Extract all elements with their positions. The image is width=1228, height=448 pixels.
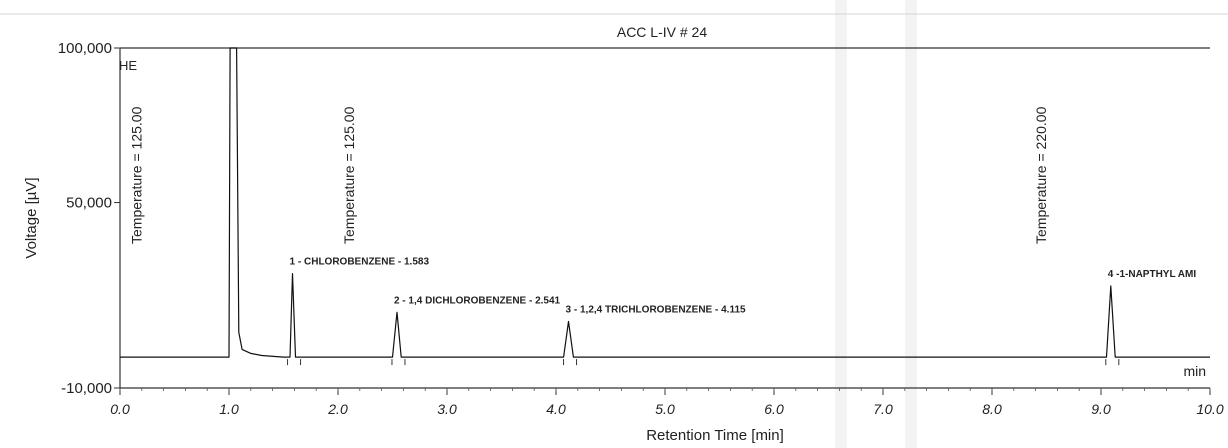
- x-tick-label: 6.0: [764, 401, 784, 417]
- x-tick-label: 9.0: [1091, 401, 1111, 417]
- x-tick-label: 10.0: [1196, 401, 1223, 417]
- x-tick-label: 7.0: [873, 401, 893, 417]
- x-tick-label: 3.0: [437, 401, 457, 417]
- y-tick-label: 50,000: [66, 195, 112, 212]
- peak-label: 1 - CHLOROBENZENE - 1.583: [290, 257, 430, 268]
- scan-band: [835, 0, 847, 448]
- x-tick-label: 2.0: [327, 401, 348, 417]
- x-axis-title: Retention Time [min]: [646, 427, 784, 444]
- corner-label: HE: [119, 58, 137, 73]
- x-tick-label: 4.0: [546, 401, 566, 417]
- chart-title: ACC L-IV # 24: [617, 24, 707, 40]
- temperature-annotation: Temperature = 125.00: [128, 106, 144, 244]
- y-axis-title: Voltage [µV]: [23, 177, 40, 258]
- x-tick-label: 1.0: [219, 401, 239, 417]
- scan-band: [905, 0, 917, 448]
- temperature-annotation: Temperature = 220.00: [1033, 106, 1049, 244]
- y-tick-label: -10,000: [61, 380, 112, 397]
- x-tick-label: 5.0: [655, 401, 675, 417]
- y-tick-label: 100,000: [58, 40, 112, 57]
- peak-label: 3 - 1,2,4 TRICHLOROBENZENE - 4.115: [566, 305, 746, 316]
- temperature-annotation: Temperature = 125.00: [341, 106, 357, 244]
- peak-label: 2 - 1,4 DICHLOROBENZENE - 2.541: [394, 295, 561, 306]
- chromatogram-trace: [120, 47, 1210, 358]
- x-tick-label: 8.0: [982, 401, 1002, 417]
- x-tick-label: 0.0: [110, 401, 130, 417]
- peak-label: 4 -1-NAPTHYL AMI: [1108, 269, 1197, 280]
- x-unit-label: min: [1183, 363, 1206, 379]
